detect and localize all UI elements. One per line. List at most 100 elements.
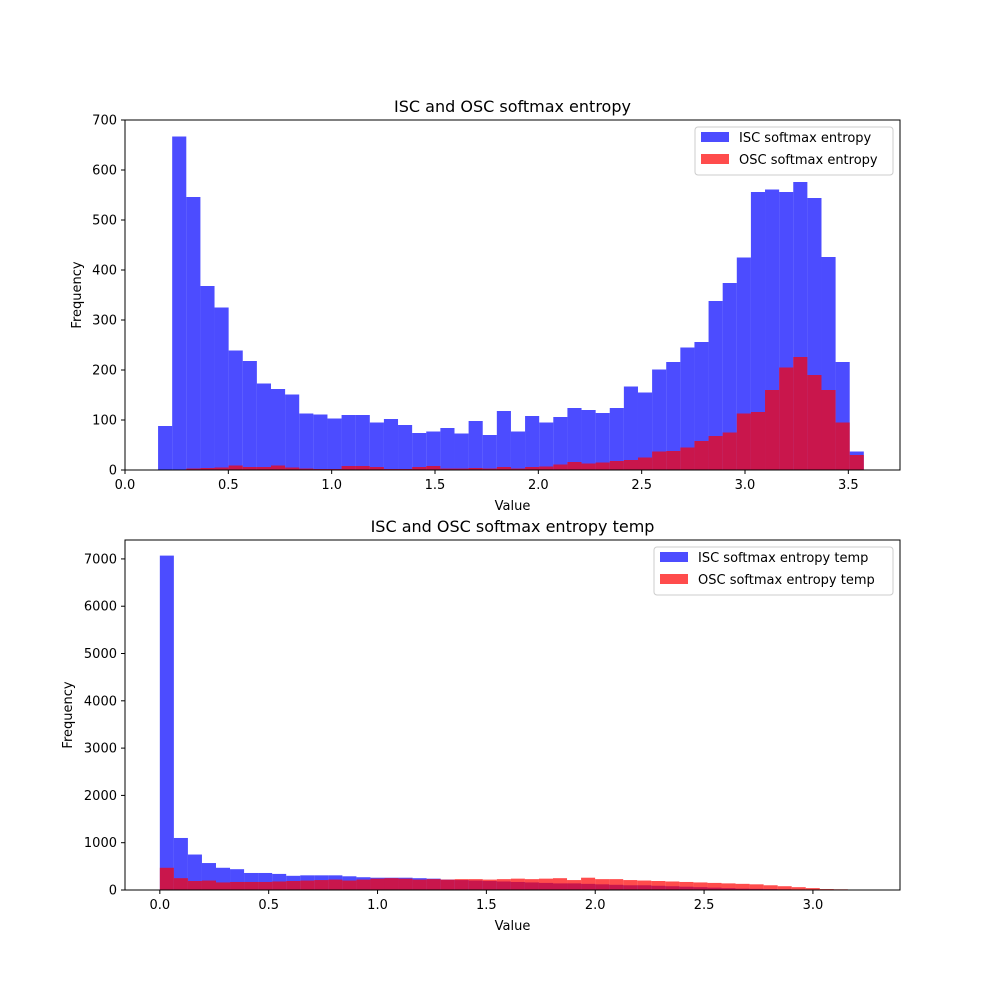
y-tick-label: 3000 xyxy=(84,742,117,757)
y-ticks: 0 100 200 300 400 500 600 700 xyxy=(92,114,125,479)
osc-bar xyxy=(777,886,792,890)
isc-bar xyxy=(609,408,624,470)
osc-bar xyxy=(763,885,778,890)
isc-bar xyxy=(708,301,723,470)
osc-bar xyxy=(707,882,722,890)
osc-bar xyxy=(793,357,808,470)
osc-bar xyxy=(722,432,737,470)
y-tick-label: 200 xyxy=(92,364,117,379)
osc-bar xyxy=(244,881,259,890)
legend-box xyxy=(694,126,894,176)
bars-group xyxy=(159,555,862,890)
osc-bar xyxy=(849,455,864,470)
isc-bar xyxy=(468,421,483,470)
isc-bar xyxy=(369,422,384,470)
legend-swatch-osc xyxy=(660,574,688,584)
isc-bar xyxy=(440,428,455,470)
isc-bar xyxy=(539,422,554,470)
isc-bar xyxy=(666,362,681,470)
x-ticks: 0.0 0.5 1.0 1.5 2.0 2.5 3.0 3.5 xyxy=(115,470,859,493)
isc-bar xyxy=(623,386,638,470)
osc-bar xyxy=(256,467,271,470)
y-tick-label: 7000 xyxy=(84,552,117,567)
osc-bar xyxy=(286,881,301,890)
osc-bar xyxy=(496,467,511,470)
osc-bar xyxy=(482,879,497,890)
osc-bar xyxy=(552,878,568,890)
osc-bar xyxy=(468,468,483,470)
x-tick-label: 1.0 xyxy=(367,898,388,913)
osc-bar xyxy=(510,468,526,470)
y-tick-label: 0 xyxy=(109,884,117,899)
y-tick-label: 500 xyxy=(92,214,117,229)
x-tick-label: 3.0 xyxy=(803,898,824,913)
osc-bar xyxy=(214,467,229,470)
isc-bar xyxy=(355,415,370,470)
isc-bar xyxy=(637,392,653,470)
isc-bar xyxy=(313,414,328,470)
x-tick-label: 1.0 xyxy=(321,478,342,493)
isc-bar xyxy=(426,431,441,470)
y-axis-label: Frequency xyxy=(70,261,85,328)
osc-bar xyxy=(708,436,723,470)
osc-bar xyxy=(299,468,314,470)
osc-bar xyxy=(412,879,427,890)
isc-bar xyxy=(398,425,413,470)
osc-bar xyxy=(412,467,427,470)
osc-bar xyxy=(623,460,638,470)
osc-bar xyxy=(242,467,257,470)
isc-bar xyxy=(341,415,356,470)
osc-bar xyxy=(384,878,399,890)
x-tick-label: 1.5 xyxy=(425,478,446,493)
osc-bar xyxy=(426,466,441,470)
x-tick-label: 2.0 xyxy=(585,898,606,913)
x-tick-label: 2.0 xyxy=(528,478,549,493)
isc-bar xyxy=(567,408,582,470)
bars-group xyxy=(158,136,864,470)
osc-bar xyxy=(679,881,694,890)
osc-bar xyxy=(721,883,736,890)
osc-bar xyxy=(694,441,709,470)
legend-box xyxy=(653,546,894,596)
osc-bar xyxy=(567,880,582,890)
legend-label-isc: ISC softmax entropy temp xyxy=(698,551,868,566)
isc-bar xyxy=(525,416,540,470)
isc-bar xyxy=(159,555,174,890)
osc-bar xyxy=(355,466,370,470)
osc-bar xyxy=(805,888,820,890)
osc-bar xyxy=(187,881,202,890)
isc-bar xyxy=(186,197,201,470)
osc-bar xyxy=(328,879,343,890)
osc-bar xyxy=(652,451,667,470)
x-tick-label: 3.5 xyxy=(838,478,859,493)
osc-bar xyxy=(779,367,794,470)
osc-bar xyxy=(369,467,384,470)
osc-bar xyxy=(468,879,483,890)
y-tick-label: 2000 xyxy=(84,789,117,804)
osc-bar xyxy=(342,880,357,890)
isc-bar xyxy=(496,411,511,470)
legend-label-osc: OSC softmax entropy temp xyxy=(698,573,875,588)
isc-bar xyxy=(595,413,610,470)
isc-bar xyxy=(383,419,399,470)
isc-bar xyxy=(242,361,257,470)
x-tick-label: 0.5 xyxy=(258,898,279,913)
legend-label-osc: OSC softmax entropy xyxy=(739,153,878,168)
isc-bar xyxy=(510,431,526,470)
legend: ISC softmax entropy OSC softmax entropy xyxy=(694,126,894,176)
x-tick-label: 0.0 xyxy=(149,898,170,913)
y-tick-label: 6000 xyxy=(84,600,117,615)
legend-swatch-isc xyxy=(660,552,688,562)
osc-bar xyxy=(595,879,610,890)
osc-bar xyxy=(230,881,245,890)
x-tick-label: 3.0 xyxy=(735,478,756,493)
isc-bar xyxy=(173,837,188,890)
osc-bar xyxy=(524,879,539,890)
osc-bar xyxy=(581,463,596,470)
legend-label-isc: ISC softmax entropy xyxy=(739,131,872,146)
osc-bar xyxy=(637,880,652,890)
chart-softmax-entropy: 0.0 0.5 1.0 1.5 2.0 2.5 3.0 3.5 0 100 200 300 400 50… xyxy=(70,97,901,514)
osc-bar xyxy=(272,881,287,890)
osc-bar xyxy=(623,880,638,890)
y-tick-label: 0 xyxy=(109,464,117,479)
